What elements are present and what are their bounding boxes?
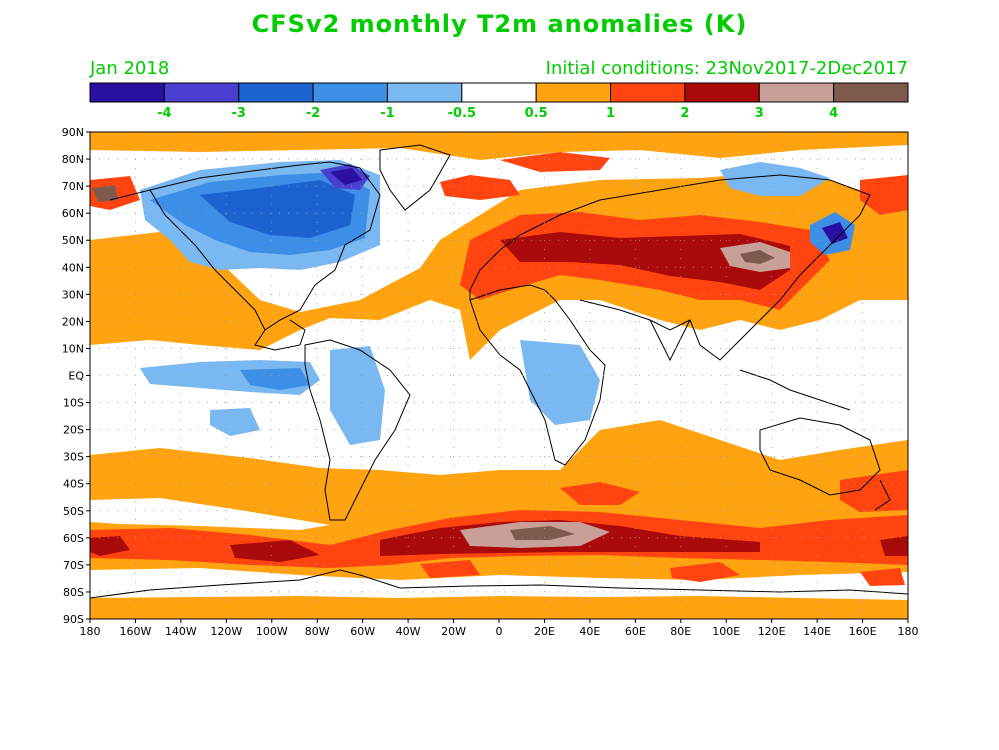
- colorbar-segment: [163, 82, 240, 103]
- initial-conditions: Initial conditions: 23Nov2017-2Dec2017: [545, 58, 908, 79]
- lon-tick-label: 20W: [441, 625, 466, 638]
- anomaly-region-strong-warm: [840, 470, 908, 512]
- lat-tick-label: 90N: [62, 126, 84, 139]
- lat-tick-label: 80N: [62, 153, 84, 166]
- lon-tick-label: 60E: [625, 625, 646, 638]
- colorbar-segment: [684, 82, 760, 103]
- colorbar-segment: [461, 82, 537, 103]
- lon-tick-label: 0: [496, 625, 503, 638]
- lat-tick-label: 80S: [63, 586, 84, 599]
- lon-tick-label: 160W: [120, 625, 152, 638]
- grid-lines: [90, 132, 908, 619]
- colorbar: [89, 82, 909, 103]
- coastlines: [90, 144, 908, 599]
- lon-tick-label: 180: [898, 625, 919, 638]
- map-title: CFSv2 monthly T2m anomalies (K): [251, 10, 748, 38]
- anomaly-region-neutral: [90, 498, 330, 530]
- anomaly-region-cold: [210, 408, 260, 436]
- lat-tick-label: 30N: [62, 288, 84, 301]
- colorbar-segment: [758, 82, 835, 103]
- latitude-axis: 90N 80N 70N 60N 50N 40N 30N 20N 10N EQ 10S 20S 30S 40…: [62, 126, 90, 626]
- lat-tick-label: 60N: [62, 207, 84, 220]
- colorbar-segment: [833, 82, 909, 103]
- anomaly-region-cold: [330, 346, 385, 445]
- lon-tick-label: 100E: [712, 625, 740, 638]
- colorbar-label: -3: [232, 106, 246, 121]
- anomaly-region-cold: [520, 340, 600, 425]
- lat-tick-label: 70S: [63, 559, 84, 572]
- lat-tick-label: 10N: [62, 342, 84, 355]
- colorbar-label: -0.5: [448, 106, 476, 121]
- anomaly-region-strong-warm: [860, 568, 905, 586]
- colorbar-segment: [89, 82, 165, 103]
- lon-tick-label: 40E: [579, 625, 600, 638]
- colorbar-label: -2: [306, 106, 320, 121]
- lat-tick-label: 10S: [63, 397, 84, 410]
- colorbar-segment: [535, 82, 612, 103]
- lon-tick-label: 100W: [256, 625, 288, 638]
- colorbar-segment: [386, 82, 463, 103]
- anomaly-region-strong-warm: [560, 482, 640, 505]
- lat-tick-label: 20S: [63, 424, 84, 437]
- anomaly-region-cold: [200, 180, 355, 238]
- anomaly-region-cold: [720, 162, 830, 196]
- lat-tick-label: 50N: [62, 234, 84, 247]
- forecast-month: Jan 2018: [90, 58, 170, 79]
- colorbar-segment: [312, 82, 388, 103]
- lat-tick-label: 40N: [62, 261, 84, 274]
- anomaly-region-very-warm: [230, 540, 320, 562]
- lon-tick-label: 120E: [758, 625, 786, 638]
- colorbar-label: 4: [829, 106, 838, 121]
- map-plot-area: [90, 132, 908, 619]
- lon-tick-label: 140E: [803, 625, 831, 638]
- colorbar-label: 3: [755, 106, 764, 121]
- lon-tick-label: 80E: [670, 625, 691, 638]
- lat-tick-label: EQ: [68, 370, 84, 383]
- lon-tick-label: 180: [80, 625, 101, 638]
- lon-tick-label: 140W: [165, 625, 197, 638]
- anomaly-region-cold: [822, 222, 848, 244]
- colorbar-segment: [610, 82, 686, 103]
- colorbar-label: -4: [157, 106, 171, 121]
- anomaly-region-neutral: [90, 568, 908, 600]
- colorbar-label: -1: [380, 106, 394, 121]
- lat-tick-label: 20N: [62, 315, 84, 328]
- longitude-axis: 180 160W 140W 120W 100W 80W 60W 40W 20W 0 20E 40E 60…: [80, 619, 919, 638]
- anomaly-region-strong-warm: [420, 560, 480, 578]
- anomaly-region-strong-warm: [670, 562, 740, 582]
- lon-tick-label: 160E: [849, 625, 877, 638]
- lat-tick-label: 90S: [63, 613, 84, 626]
- anomaly-region-cold: [330, 168, 362, 185]
- anomaly-region-very-warm: [90, 536, 130, 556]
- lon-tick-label: 40W: [396, 625, 421, 638]
- colorbar-label: 0.5: [525, 106, 548, 121]
- anomaly-region-extreme-warm: [740, 250, 775, 264]
- lat-tick-label: 30S: [63, 451, 84, 464]
- colorbar-label: 1: [606, 106, 615, 121]
- colorbar-label: 2: [680, 106, 689, 121]
- anomaly-region-strong-warm: [500, 152, 610, 172]
- colorbar-labels: -4 -3 -2 -1 -0.5 0.5 1 2 3 4: [157, 106, 838, 121]
- anomaly-region-cold: [240, 368, 310, 390]
- lat-tick-label: 40S: [63, 478, 84, 491]
- anomaly-region-very-warm: [500, 232, 790, 290]
- lat-tick-label: 50S: [63, 505, 84, 518]
- lon-tick-label: 80W: [305, 625, 330, 638]
- anomaly-region-strong-warm: [860, 175, 908, 215]
- lat-tick-label: 70N: [62, 180, 84, 193]
- colorbar-segment: [238, 82, 314, 103]
- anomaly-region-extreme-warm: [510, 526, 575, 540]
- anomaly-region-warm: [90, 132, 908, 160]
- anomaly-region-strong-warm: [440, 175, 520, 200]
- lon-tick-label: 20E: [534, 625, 555, 638]
- lat-tick-label: 60S: [63, 532, 84, 545]
- anomaly-region-very-warm: [880, 536, 908, 556]
- lon-tick-label: 120W: [210, 625, 242, 638]
- anomaly-region-extreme-warm: [92, 185, 118, 202]
- lon-tick-label: 60W: [350, 625, 375, 638]
